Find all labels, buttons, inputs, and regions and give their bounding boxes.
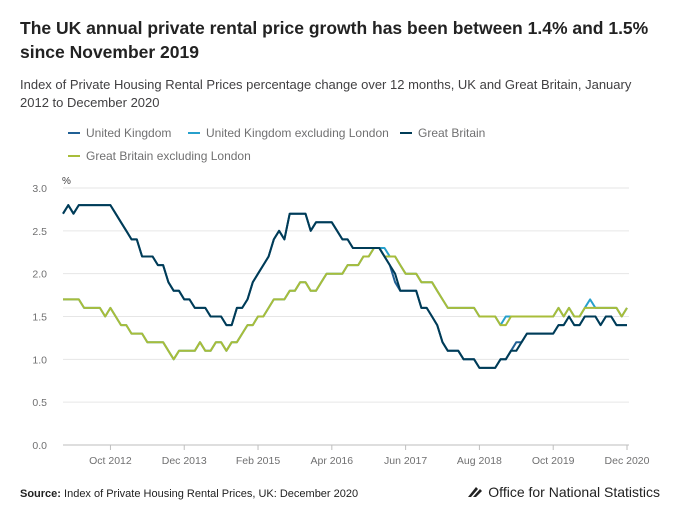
x-tick-label: Dec 2013 — [162, 455, 207, 467]
ons-logo-icon — [468, 487, 483, 497]
source-text: Index of Private Housing Rental Prices, … — [60, 488, 359, 500]
legend-item-gb-ex-london: Great Britain excluding London — [68, 149, 251, 163]
source-label: Source: — [20, 488, 61, 500]
ons-logo: Office for National Statistics — [466, 484, 660, 500]
series-line-gb — [62, 204, 627, 369]
x-tick-label: Aug 2018 — [457, 455, 502, 467]
y-tick-label: 2.5 — [32, 226, 47, 238]
x-tick-label: Apr 2016 — [311, 455, 354, 467]
legend-swatch-gb-ex-london — [68, 155, 80, 157]
legend-label-gb: Great Britain — [418, 126, 486, 140]
legend-swatch-uk — [68, 132, 80, 134]
legend-label-uk-ex-london: United Kingdom excluding London — [206, 126, 389, 140]
y-tick-label: 1.0 — [32, 354, 47, 366]
y-tick-label: 3.0 — [32, 183, 47, 195]
legend-swatch-uk-ex-london — [188, 132, 200, 134]
x-tick-label: Oct 2019 — [532, 455, 575, 467]
y-tick-label: 0.0 — [32, 440, 47, 452]
ons-logo-text: Office for National Statistics — [488, 484, 660, 500]
legend-label-gb-ex-london: Great Britain excluding London — [86, 149, 251, 163]
legend-item-gb: Great Britain — [400, 126, 485, 140]
chart-series-lines — [62, 204, 628, 369]
legend-swatch-gb — [400, 132, 412, 134]
y-tick-label: 0.5 — [32, 397, 47, 409]
legend-label-uk: United Kingdom — [86, 126, 172, 140]
chart-subtitle: Index of Private Housing Rental Prices p… — [20, 77, 632, 110]
series-line-gb-ex-london — [63, 247, 628, 361]
y-axis-unit-label: % — [62, 176, 71, 187]
legend-item-uk-ex-london: United Kingdom excluding London — [188, 126, 389, 140]
x-tick-label: Oct 2012 — [89, 455, 132, 467]
y-tick-label: 1.5 — [32, 312, 47, 324]
y-axis-ticks: 0.0 0.5 1.0 1.5 2.0 2.5 3.0 — [32, 183, 47, 452]
x-tick-label: Feb 2015 — [236, 455, 281, 467]
x-tick-label: Dec 2020 — [605, 455, 650, 467]
x-axis-ticks: Oct 2012 Dec 2013 Feb 2015 Apr 2016 Jun 2017… — [89, 445, 650, 467]
source-note: Source: Index of Private Housing Rental … — [20, 488, 358, 500]
x-tick-label: Jun 2017 — [384, 455, 427, 467]
series-line-uk — [62, 204, 627, 369]
chart-title: The UK annual private rental price growt… — [20, 18, 649, 62]
legend-item-uk: United Kingdom — [68, 126, 171, 140]
chart-gridlines — [63, 187, 629, 446]
y-tick-label: 2.0 — [32, 269, 47, 281]
